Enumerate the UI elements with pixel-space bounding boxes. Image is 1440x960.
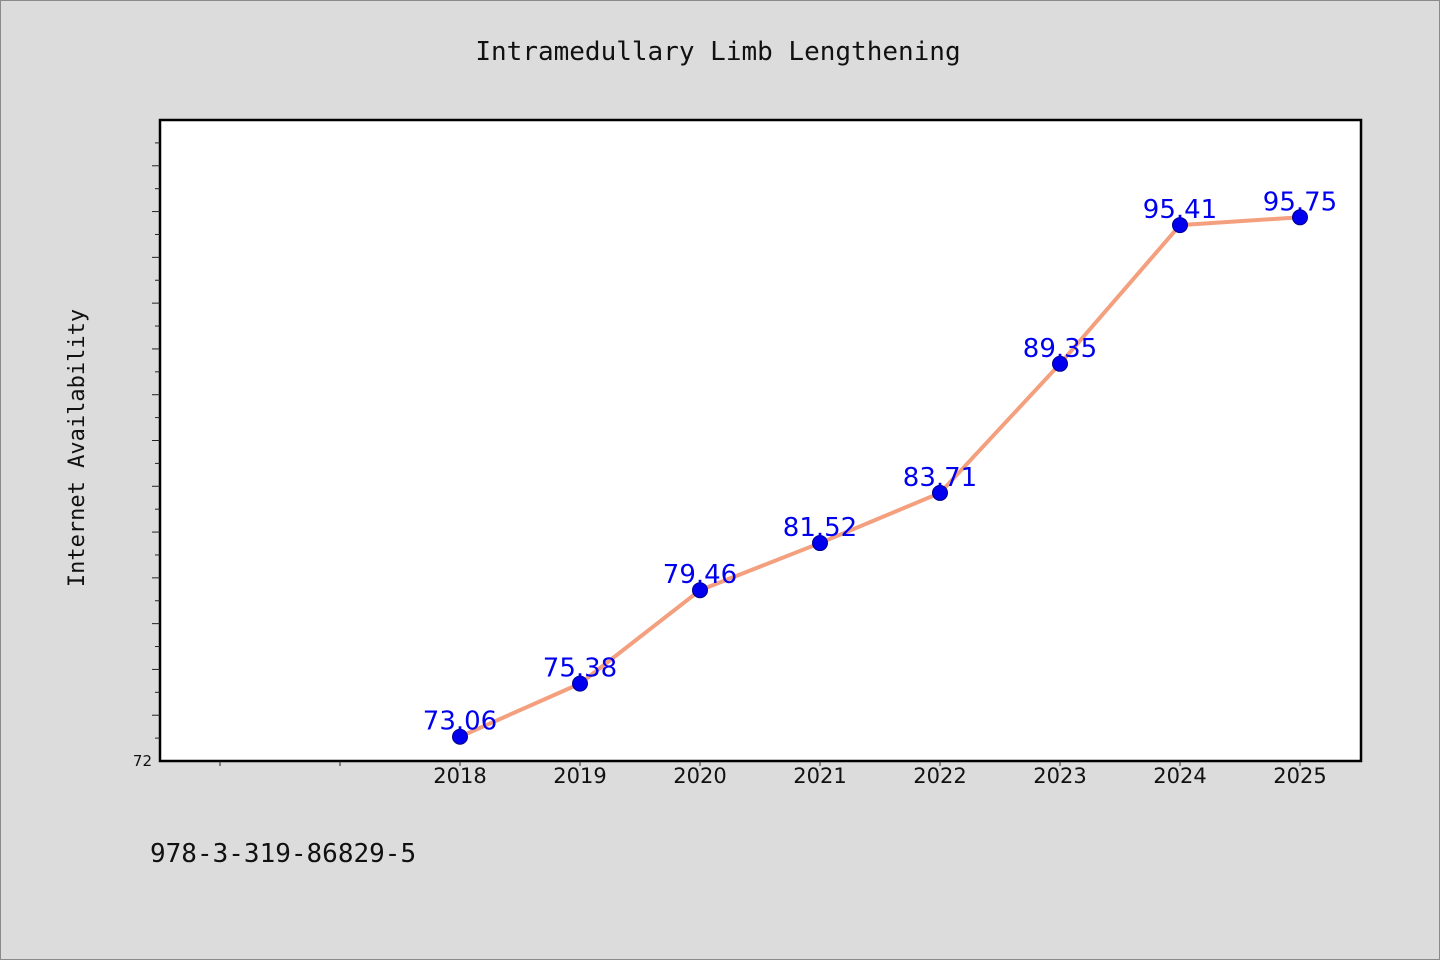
x-tick-label: 2025 xyxy=(1273,764,1326,788)
data-point xyxy=(692,582,708,599)
series-group: 73.06 75.38 79.46 81.52 83.71 89.35 95.41 95.75 xyxy=(423,187,1337,745)
data-label: 95.75 xyxy=(1263,187,1337,217)
data-point xyxy=(1172,217,1188,234)
y-tick-label: 72 xyxy=(133,752,152,770)
series-line xyxy=(458,215,1302,739)
x-tick-label: 2020 xyxy=(673,764,726,788)
data-point xyxy=(452,728,468,745)
x-tick-label: 2022 xyxy=(913,764,966,788)
data-label: 95.41 xyxy=(1143,195,1217,225)
data-point xyxy=(932,484,948,501)
x-tick-label: 2023 xyxy=(1033,764,1086,788)
plot-area xyxy=(158,118,1363,763)
data-point xyxy=(1292,209,1308,226)
data-point xyxy=(812,535,828,552)
x-tick-label: 2021 xyxy=(793,764,846,788)
data-label: 79.46 xyxy=(663,560,737,590)
data-label: 81.52 xyxy=(783,513,857,543)
y-axis-label: Internet Availability xyxy=(65,309,90,587)
x-tick-label: 2024 xyxy=(1153,764,1206,788)
x-axis-ticks: 2018 2019 2020 2021 2022 2023 2024 2025 xyxy=(219,761,1327,788)
data-label: 83.71 xyxy=(903,463,977,493)
data-label: 75.38 xyxy=(543,654,617,684)
data-label: 89.35 xyxy=(1023,334,1097,364)
data-point xyxy=(1052,355,1068,372)
data-point xyxy=(572,675,588,692)
x-tick-label: 2019 xyxy=(553,764,606,788)
data-label: 73.06 xyxy=(423,707,497,737)
y-axis-ticks: 72 xyxy=(133,142,160,770)
chart-title: Intramedullary Limb Lengthening xyxy=(475,37,960,67)
isbn-footer: 978-3-319-86829-5 xyxy=(150,839,416,869)
x-tick-label: 2018 xyxy=(433,764,486,788)
